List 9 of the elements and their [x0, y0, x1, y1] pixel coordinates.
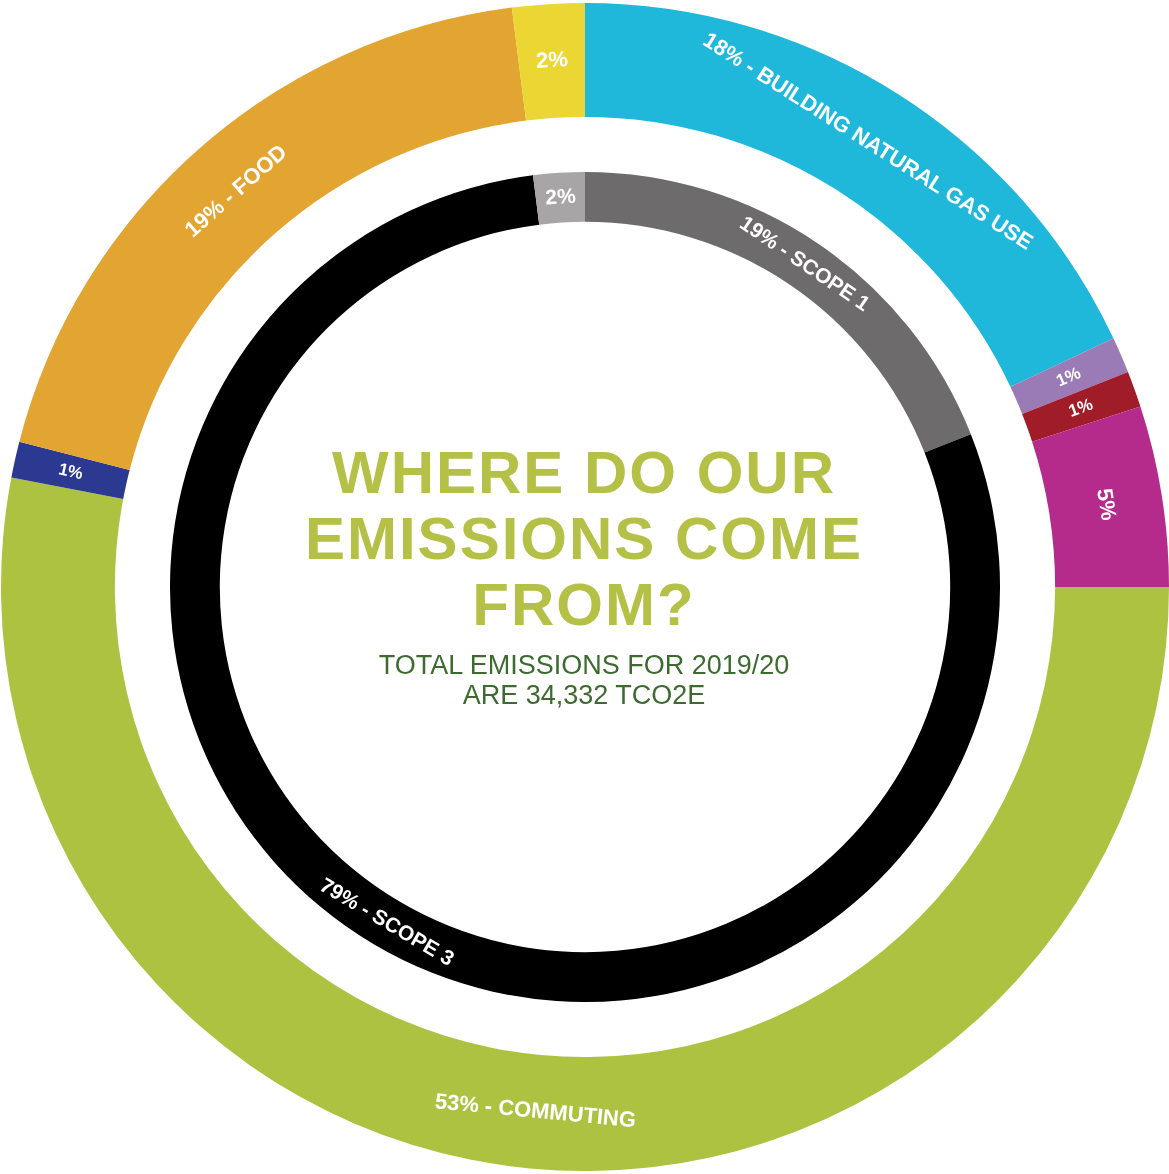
data-label: 1% — [1052, 363, 1083, 391]
data-label: 1% — [56, 459, 85, 484]
text: TOTAL EMISSIONS FOR 2019/20 ARE 34,332 TCO2E — [377, 650, 791, 710]
slice-label: 53% - COMMUTING — [433, 1088, 637, 1133]
data-label: 1% — [1065, 394, 1095, 421]
data-label: 2% — [544, 183, 577, 209]
data-label: 5% — [1091, 486, 1122, 522]
text: WHERE DO OUR EMISSIONS COME FROM? — [303, 439, 865, 638]
data-label: 2% — [534, 46, 568, 74]
